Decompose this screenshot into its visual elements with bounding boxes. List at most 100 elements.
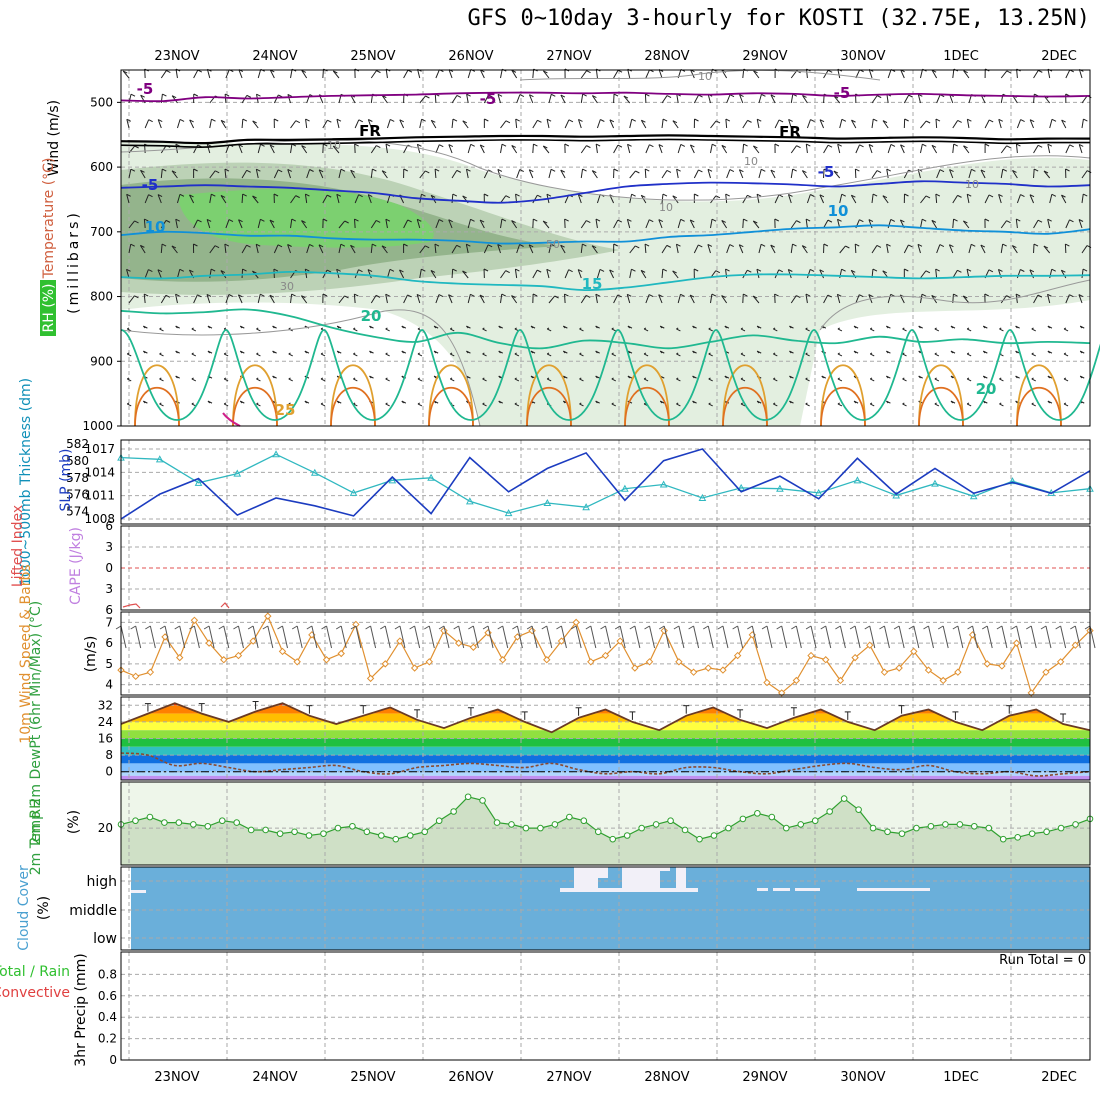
surface-wind-barb-tick: [233, 625, 239, 630]
wind-barb: [805, 219, 808, 229]
temperature-contour-30: [222, 412, 241, 427]
temperature-contour-freezing-double: [120, 138, 1091, 148]
wind-barb: [290, 120, 297, 129]
wind-barb: [467, 144, 472, 154]
wind-barb-tick: [753, 220, 758, 224]
wind-barb-tick: [627, 375, 633, 379]
wind-barb-tick: [433, 350, 439, 354]
wind-barb-tick: [805, 353, 810, 357]
wind-barb: [868, 69, 873, 79]
rh-contour-label: 30: [280, 280, 294, 293]
wind-barb-tick: [660, 350, 665, 354]
contour-label: -5: [142, 176, 159, 194]
wind-barb-tick: [353, 378, 358, 382]
panel-frame: [120, 611, 1091, 696]
wind-barb: [451, 170, 458, 179]
wind-barb: [370, 243, 373, 254]
wind-barb-tick: [1012, 170, 1017, 173]
rh-point: [479, 797, 486, 804]
wind-barb-tick: [908, 94, 913, 98]
wind-barb-tick: [859, 219, 864, 223]
wind-barb-tick: [579, 353, 584, 357]
wind-barb-tick: [1038, 69, 1043, 73]
surface-wind-barb: [560, 625, 567, 649]
wind-barb-tick: [922, 143, 927, 147]
wind-barb-tick: [333, 70, 338, 74]
wind-barb-tick: [140, 94, 145, 98]
wind-barb-tick: [220, 195, 226, 198]
wind-barb: [193, 69, 199, 79]
rh-shading-70: [178, 188, 434, 248]
wind-barb-tick: [635, 170, 640, 174]
wind-barb-tick: [295, 120, 301, 124]
wind-barb-tick: [358, 119, 364, 123]
wind-barb-tick: [272, 325, 277, 329]
wind-barb: [1049, 119, 1053, 129]
surface-wind-barb: [575, 625, 582, 649]
wind-barb: [1016, 68, 1018, 79]
temperature-contour-20: [120, 329, 1100, 421]
wind-barb: [255, 169, 259, 179]
wind-barb-tick: [483, 193, 489, 197]
temperature-contour: [120, 270, 1091, 292]
wind-barb-tick: [773, 353, 778, 357]
wind-barb: [963, 145, 970, 154]
wind-barb: [479, 69, 485, 79]
wind-barb: [917, 94, 921, 104]
wind-barb: [952, 69, 955, 79]
wind-barb-tick: [1047, 218, 1052, 222]
run-total-label: Run Total = 0: [999, 953, 1086, 968]
wind-barb: [367, 269, 372, 279]
wind-barb-tick: [1029, 119, 1035, 123]
rh-point: [421, 828, 429, 836]
wind-barb: [837, 144, 841, 154]
wind-barb-tick: [224, 93, 230, 97]
wind-barb: [661, 245, 668, 254]
wind-barb: [854, 243, 857, 254]
wind-barb: [871, 95, 878, 104]
thickness-point: [233, 469, 242, 477]
wind-barb-tick: [354, 143, 359, 147]
surface-wind-barb-tick: [350, 625, 357, 630]
wind-barb: [306, 244, 310, 254]
wind-barb-tick: [246, 169, 251, 173]
wind-barb: [479, 294, 485, 304]
wind-barb-tick: [613, 243, 618, 247]
wind-barb: [224, 244, 227, 254]
wind-speed-point: [381, 660, 389, 668]
wind-barb: [1015, 219, 1018, 229]
wind-barb: [370, 145, 377, 154]
wind-barb-tick: [1031, 403, 1036, 407]
surface-wind-barb: [693, 625, 700, 649]
wind-barb-tick: [756, 193, 762, 197]
surface-wind-barb-tick: [526, 625, 533, 630]
wind-speed-point: [866, 641, 874, 649]
wind-barb-tick: [375, 294, 381, 298]
rh-point: [768, 813, 776, 821]
surface-wind-barb-tick: [614, 625, 621, 630]
wind-tick-label: 6: [105, 636, 113, 650]
wind-barb-tick: [774, 293, 779, 297]
wind-barb: [128, 169, 132, 179]
wind-barb: [354, 194, 360, 204]
wind-barb-tick: [466, 350, 471, 354]
wind-barb-tick: [627, 325, 633, 329]
wind-barb: [1078, 219, 1083, 229]
surface-wind-barb: [370, 625, 377, 649]
wind-barb-tick: [564, 218, 569, 222]
wind-barb-tick: [957, 194, 962, 198]
wind-barb: [1047, 69, 1051, 79]
wind-barb: [919, 294, 923, 304]
wind-barb: [241, 244, 248, 254]
wind-barb: [580, 220, 587, 229]
wind-barb-tick: [220, 119, 226, 123]
wind-barb: [689, 294, 695, 304]
wind-barb-tick: [399, 269, 404, 273]
wind-speed-point: [792, 676, 801, 685]
wind-barb-tick: [631, 193, 636, 197]
wind-barb-tick: [586, 145, 591, 149]
wind-barb-tick: [645, 93, 650, 97]
wind-barb-tick: [855, 168, 860, 172]
wind-barb: [370, 169, 373, 179]
rh-point: [406, 832, 414, 839]
